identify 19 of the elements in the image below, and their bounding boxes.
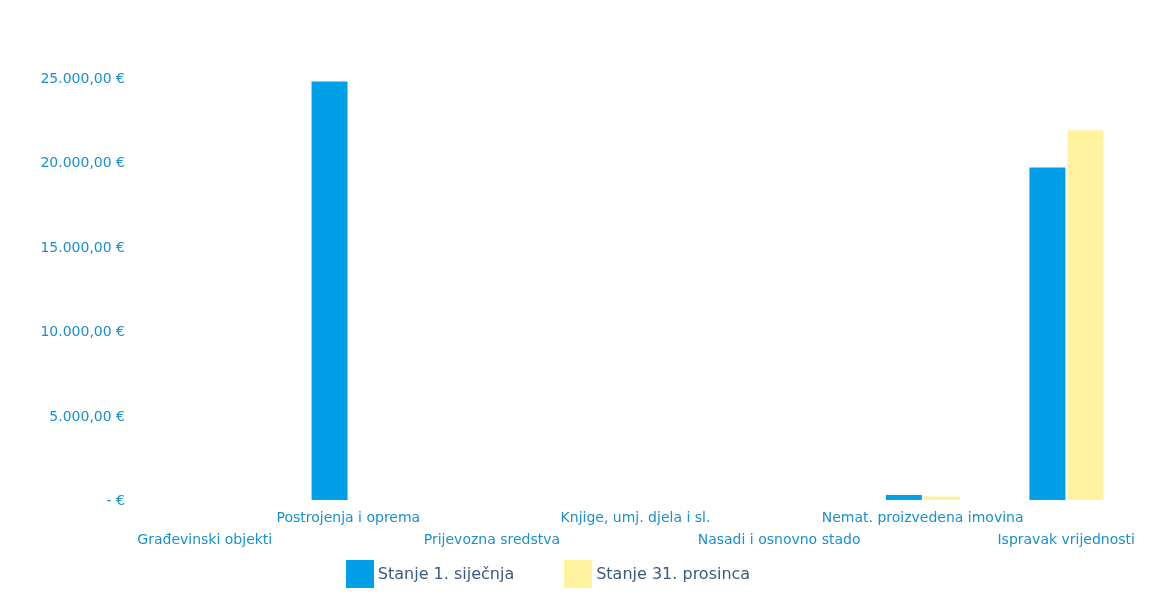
y-tick-label: 10.000,00 € <box>40 323 125 340</box>
bar <box>885 494 922 500</box>
x-tick-label: Nemat. proizvedena imovina <box>821 509 1024 525</box>
y-tick-label: 15.000,00 € <box>40 238 125 255</box>
x-tick-label: Knjige, umj. djela i sl. <box>560 509 711 525</box>
x-tick-label: Građevinski objekti <box>137 531 273 547</box>
bar <box>1029 167 1066 500</box>
x-tick-label: Postrojenja i oprema <box>276 509 421 525</box>
y-tick-label: 25.000,00 € <box>40 69 125 86</box>
y-tick-label: 5.000,00 € <box>49 407 125 424</box>
x-tick-label: Ispravak vrijednosti <box>997 531 1135 547</box>
x-tick-label: Nasadi i osnovno stado <box>697 531 861 547</box>
legend-label: Stanje 31. prosinca <box>596 563 751 583</box>
bar <box>1067 130 1104 500</box>
y-tick-label: 20.000,00 € <box>40 154 125 171</box>
x-tick-label: Prijevozna sredstva <box>423 531 561 547</box>
bar <box>311 81 348 500</box>
legend-label: Stanje 1. siječnja <box>377 563 515 583</box>
y-tick-label: - € <box>106 491 125 508</box>
